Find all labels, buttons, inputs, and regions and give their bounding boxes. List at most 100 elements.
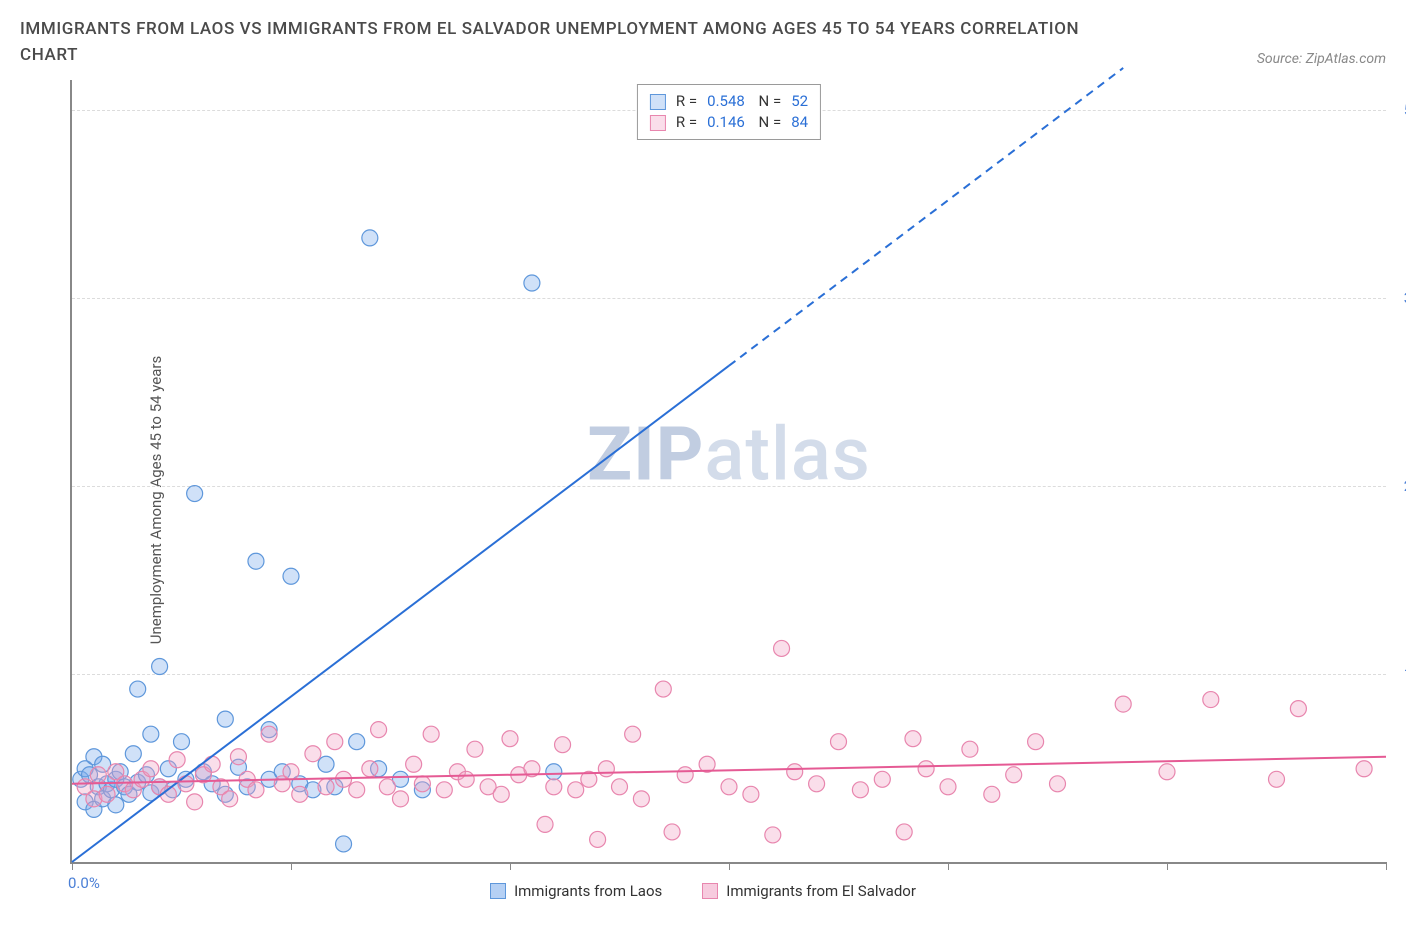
data-point [1028, 734, 1044, 750]
data-point [117, 779, 133, 795]
data-point [655, 681, 671, 697]
data-point [112, 764, 128, 780]
x-tick [729, 862, 730, 870]
data-point [524, 761, 540, 777]
data-point [305, 746, 321, 762]
data-point [152, 779, 168, 795]
y-tick-label: 37.5% [1394, 289, 1406, 307]
data-point [743, 786, 759, 802]
source-attribution: Source: ZipAtlas.com [1257, 51, 1386, 69]
data-point [831, 734, 847, 750]
data-point [905, 731, 921, 747]
data-point [336, 771, 352, 787]
data-point [1356, 761, 1372, 777]
data-point [217, 711, 233, 727]
data-point [393, 771, 409, 787]
data-point [283, 568, 299, 584]
gridline [72, 674, 1386, 675]
data-point [73, 771, 89, 787]
data-point [130, 774, 146, 790]
x-tick [1167, 862, 1168, 870]
data-point [467, 741, 483, 757]
data-point [568, 782, 584, 798]
x-tick [291, 862, 292, 870]
data-point [138, 767, 154, 783]
data-point [371, 722, 387, 738]
data-point [222, 791, 238, 807]
data-point [195, 764, 211, 780]
y-tick-label: 50.0% [1394, 101, 1406, 119]
data-point [423, 726, 439, 742]
data-point [809, 776, 825, 792]
data-point [349, 782, 365, 798]
data-point [204, 756, 220, 772]
data-point [1290, 701, 1306, 717]
data-point [77, 794, 93, 810]
legend-item-el-salvador: Immigrants from El Salvador [702, 882, 916, 900]
scatter-svg [72, 80, 1386, 862]
data-point [239, 771, 255, 787]
data-point [1006, 767, 1022, 783]
data-point [699, 756, 715, 772]
data-point [852, 782, 868, 798]
data-point [537, 816, 553, 832]
x-tick [948, 862, 949, 870]
data-point [213, 779, 229, 795]
chart-title: IMMIGRANTS FROM LAOS VS IMMIGRANTS FROM … [20, 16, 1120, 69]
data-point [493, 786, 509, 802]
data-point [721, 779, 737, 795]
data-point [152, 779, 168, 795]
data-point [502, 731, 518, 747]
regression-line [72, 366, 729, 862]
data-point [125, 782, 141, 798]
data-point [436, 782, 452, 798]
correlation-chart: Unemployment Among Ages 45 to 54 years Z… [20, 80, 1386, 920]
data-point [90, 779, 106, 795]
stats-row-laos: R =0.548 N =52 [650, 91, 808, 112]
data-point [95, 756, 111, 772]
data-point [896, 824, 912, 840]
data-point [962, 741, 978, 757]
data-point [108, 764, 124, 780]
data-point [204, 776, 220, 792]
data-point [77, 779, 93, 795]
data-point [130, 681, 146, 697]
data-point [598, 761, 614, 777]
data-point [187, 486, 203, 502]
data-point [108, 771, 124, 787]
data-point [121, 786, 137, 802]
data-point [546, 779, 562, 795]
stats-row-el-salvador: R =0.146 N =84 [650, 112, 808, 133]
data-point [230, 749, 246, 765]
x-tick [72, 862, 73, 870]
data-point [612, 779, 628, 795]
data-point [217, 786, 233, 802]
data-point [86, 801, 102, 817]
gridline [72, 486, 1386, 487]
data-point [195, 767, 211, 783]
data-point [1050, 776, 1066, 792]
data-point [625, 726, 641, 742]
data-point [108, 797, 124, 813]
chart-legend: Immigrants from Laos Immigrants from El … [20, 882, 1386, 900]
data-point [134, 771, 150, 787]
data-point [125, 746, 141, 762]
data-point [283, 764, 299, 780]
data-point [349, 734, 365, 750]
data-point [99, 786, 115, 802]
data-point [555, 737, 571, 753]
data-point [1269, 771, 1285, 787]
data-point [546, 764, 562, 780]
data-point [261, 726, 277, 742]
y-tick-label: 12.5% [1394, 665, 1406, 683]
data-point [292, 786, 308, 802]
data-point [82, 767, 98, 783]
legend-item-laos: Immigrants from Laos [490, 882, 662, 900]
regression-line [72, 757, 1386, 784]
data-point [230, 759, 246, 775]
data-point [379, 779, 395, 795]
data-point [103, 782, 119, 798]
data-point [449, 764, 465, 780]
data-point [174, 734, 190, 750]
data-point [261, 722, 277, 738]
